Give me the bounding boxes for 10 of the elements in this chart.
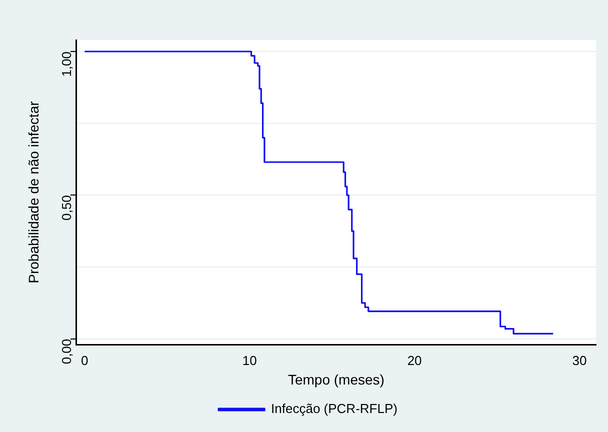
y-tick-label: 0,00	[58, 338, 74, 364]
x-tick-label: 0	[81, 352, 88, 368]
x-axis-title: Tempo (meses)	[288, 371, 384, 388]
y-tick-label: 1,00	[58, 51, 74, 77]
y-axis-title: Probabilidade de não infectar	[25, 100, 42, 284]
y-tick-label: 0,50	[58, 195, 74, 220]
x-tick-label: 10	[242, 352, 257, 368]
x-tick-label: 20	[407, 352, 422, 368]
legend-label: Infecção (PCR-RFLP)	[271, 401, 398, 416]
x-tick-label: 30	[572, 352, 587, 368]
